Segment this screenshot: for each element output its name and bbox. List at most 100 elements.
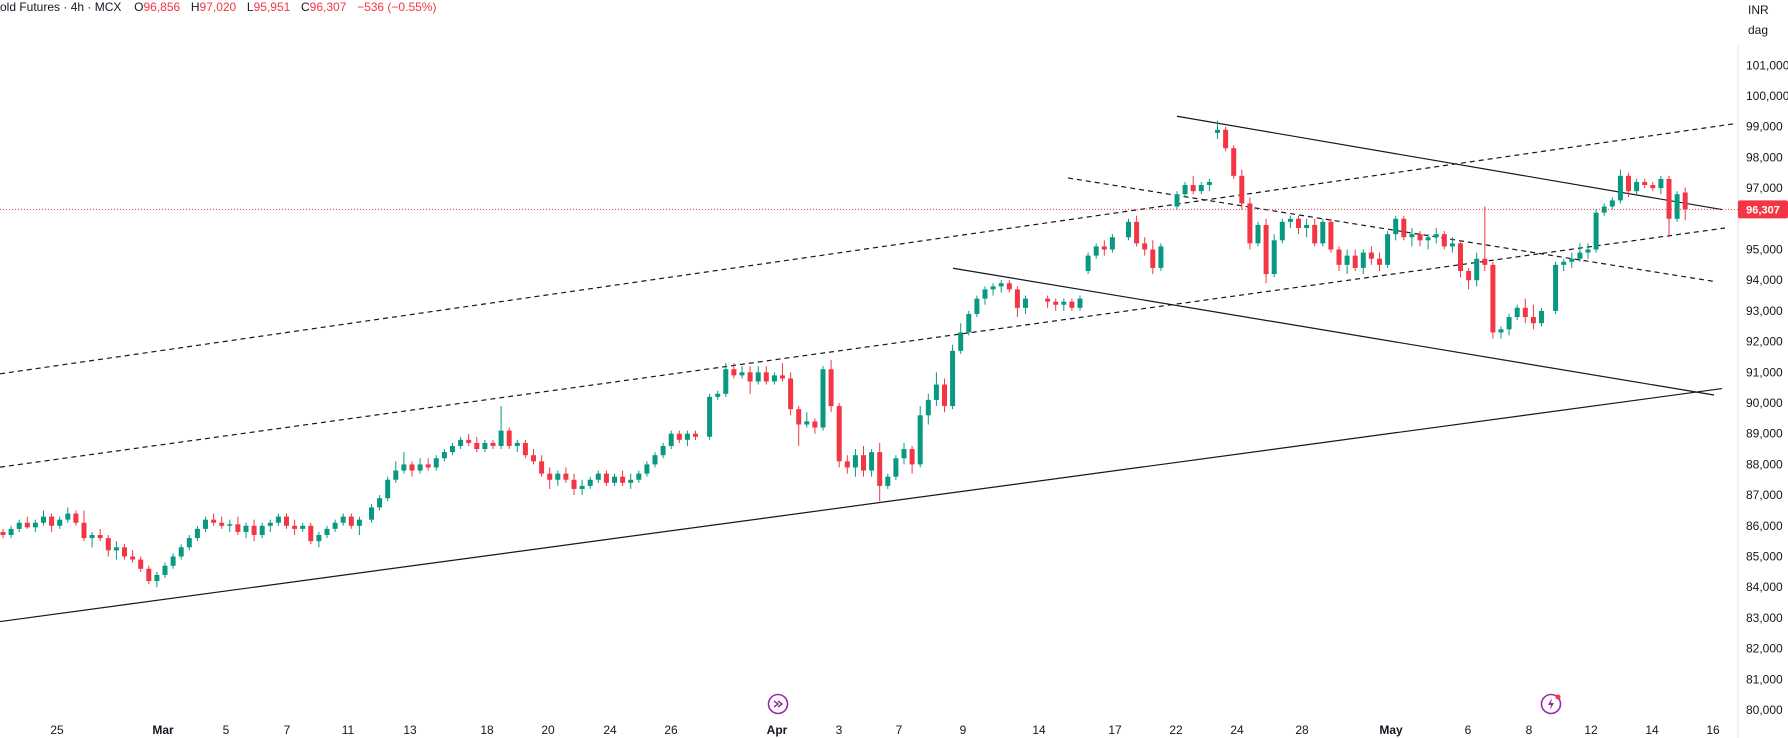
candle-body (369, 507, 374, 520)
candle-body (284, 516, 289, 526)
symbol-name[interactable]: old Futures (0, 0, 61, 14)
candle-body (563, 473, 569, 480)
candle-body (1530, 317, 1536, 324)
candle-body (1377, 258, 1382, 265)
candle-body (409, 464, 415, 471)
notification-dot (1555, 694, 1561, 700)
candle-body (162, 565, 168, 575)
high-label: H (190, 0, 200, 14)
candle-body (235, 524, 241, 532)
candle-body (506, 430, 512, 446)
candle-body (942, 384, 947, 407)
candle-body (1158, 246, 1164, 268)
time-tick-label: 7 (284, 723, 291, 737)
candle-body (1368, 252, 1374, 259)
candle-body (211, 519, 217, 523)
currency-menu[interactable]: INR dag (1748, 0, 1769, 40)
candle-body (668, 433, 674, 446)
event-markers[interactable] (767, 693, 1562, 715)
candle-body (1198, 185, 1204, 192)
candle-body (587, 479, 593, 486)
unit-label: dag (1748, 23, 1769, 37)
candle-body (1577, 252, 1583, 259)
candle-body (1320, 221, 1326, 244)
price-tick-label: 93,000 (1746, 304, 1783, 318)
time-tick-label: 26 (664, 723, 678, 737)
candle-body (1101, 246, 1107, 250)
candle-body (1093, 246, 1099, 256)
candle-body (1360, 252, 1366, 268)
candle-body (377, 498, 383, 508)
candle-body (441, 452, 447, 459)
time-tick-label: 8 (1526, 723, 1533, 737)
close-label: C (301, 0, 310, 14)
candle-body (1231, 148, 1237, 176)
candle-body (1287, 218, 1293, 222)
candle-body (1498, 329, 1504, 333)
candle-body (1441, 234, 1447, 247)
candle-body (1458, 243, 1463, 271)
candle-body (885, 476, 891, 486)
candle-body (974, 298, 980, 314)
candle-body (267, 522, 273, 526)
candle-body (8, 528, 14, 536)
price-tick-label: 90,000 (1746, 396, 1783, 410)
time-tick-label: 5 (223, 723, 230, 737)
candle-body (660, 445, 666, 456)
candle-body (1514, 307, 1520, 318)
time-tick-label: 18 (480, 723, 494, 737)
candle-body (194, 528, 200, 539)
candle-body (877, 452, 883, 486)
candle-body (1417, 234, 1423, 241)
price-tick-label: 87,000 (1746, 488, 1783, 502)
candle-body (1085, 255, 1091, 271)
candle-body (723, 369, 729, 394)
candle-body (820, 369, 826, 428)
candle-body (1045, 298, 1051, 302)
candle-body (1328, 221, 1334, 250)
candle-body (933, 384, 939, 400)
candle-body (122, 547, 127, 557)
candle-body (676, 433, 682, 440)
candle-body (1522, 307, 1528, 318)
dashed-trendline (0, 123, 1734, 375)
candle-body (1312, 224, 1318, 244)
price-tick-label: 84,000 (1746, 580, 1783, 594)
candle-body (925, 399, 931, 416)
ohlc-header: old Futures · 4h · MCX O96,856 H97,020 L… (0, 0, 437, 14)
price-tick-label: 85,000 (1746, 550, 1783, 564)
candle-body (531, 455, 536, 462)
candle-body (1109, 237, 1115, 250)
candle-body (1617, 175, 1623, 201)
time-tick-label: 25 (50, 723, 64, 737)
candle-body (97, 535, 103, 539)
candle-body (595, 473, 601, 480)
candle-body (138, 559, 144, 569)
candle-body (81, 522, 87, 539)
price-axis[interactable]: 101,000 100,000 99,000 98,000 97,000 95,000 94… (1746, 58, 1788, 717)
interval-label[interactable]: 4h (70, 0, 85, 14)
candle-body (385, 479, 391, 499)
candle-body (747, 372, 753, 382)
candle-body (990, 286, 996, 290)
earnings-event[interactable] (1540, 693, 1562, 715)
solid-trendline (1176, 115, 1723, 211)
candle-body (1006, 283, 1012, 290)
candle-body (300, 525, 306, 529)
price-tick-label: 92,000 (1746, 335, 1783, 349)
candle-body (555, 473, 561, 480)
candle-body (1433, 234, 1439, 238)
time-tick-label: 7 (896, 723, 903, 737)
candle-body (652, 455, 658, 465)
candle-body (186, 538, 192, 548)
candle-body (1271, 240, 1277, 275)
low-label: L (246, 0, 254, 14)
time-axis[interactable]: 25 Mar 5 7 11 13 18 20 24 26 Apr 3 7 9 14 17 22 24 28 May 6 8… (50, 723, 1720, 737)
candle-body (1585, 249, 1591, 253)
candle-body (251, 525, 257, 536)
time-tick-label: 14 (1032, 723, 1046, 737)
candle-body (836, 406, 842, 462)
candle-body (715, 393, 721, 397)
dividend-event[interactable] (767, 693, 789, 715)
